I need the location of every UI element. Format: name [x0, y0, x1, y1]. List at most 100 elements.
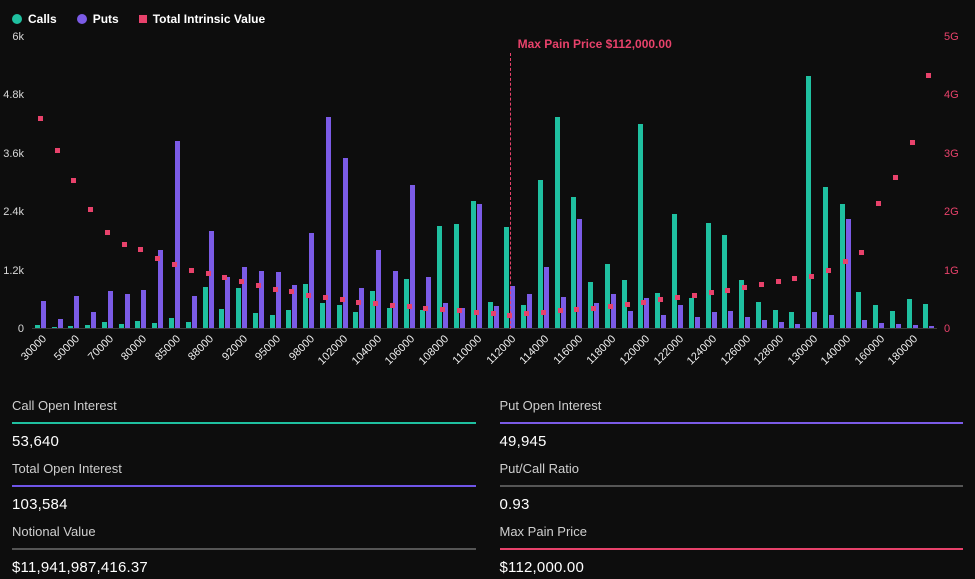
bar-group-140000[interactable]: [837, 37, 854, 328]
legend-item-puts[interactable]: Puts: [76, 12, 119, 26]
calls-bar: [118, 324, 124, 328]
intrinsic-value-dot: [909, 139, 915, 145]
bar-group-95000[interactable]: [267, 37, 284, 328]
bar-group-126000[interactable]: [736, 37, 753, 328]
bar-group-88000[interactable]: [200, 37, 217, 328]
bar-group-110000[interactable]: [468, 37, 485, 328]
calls-bar: [34, 325, 40, 328]
puts-legend-marker-icon: [76, 14, 87, 24]
bar-group-121000[interactable]: [652, 37, 669, 328]
bar-group-90000[interactable]: [216, 37, 233, 328]
calls-bar: [789, 312, 795, 328]
bar-group-129000[interactable]: [786, 37, 803, 328]
calls-bar: [604, 263, 610, 328]
bar-group-100000[interactable]: [317, 37, 334, 328]
puts-bar: [325, 117, 331, 328]
bar-group-107000[interactable]: [418, 37, 435, 328]
bar-group-135000[interactable]: [820, 37, 837, 328]
puts-bar: [929, 326, 935, 328]
puts-bar: [191, 296, 197, 328]
intrinsic-value-dot: [155, 256, 161, 262]
legend-item-intrinsic[interactable]: Total Intrinsic Value: [138, 12, 265, 26]
legend-item-calls[interactable]: Calls: [12, 12, 57, 26]
intrinsic-value-dot: [172, 261, 177, 267]
x-axis-label: 112000: [484, 333, 519, 367]
intrinsic-value-dot: [775, 279, 781, 285]
stat-call-open-interest: Call Open Interest 53,640: [12, 387, 476, 450]
puts-bar: [359, 288, 365, 328]
bar-group-124000[interactable]: [703, 37, 720, 328]
bar-group-114000[interactable]: [535, 37, 552, 328]
plot-area: [32, 37, 937, 329]
y-axis-left-tick: 2.4k: [3, 206, 24, 219]
bar-group-106000[interactable]: [401, 37, 418, 328]
intrinsic-value-dot: [825, 267, 831, 273]
stat-value: 49,945: [499, 433, 547, 450]
bar-group-117000[interactable]: [585, 37, 602, 328]
bar-group-130000[interactable]: [803, 37, 820, 328]
bar-group-111000[interactable]: [485, 37, 502, 328]
bar-group-123000[interactable]: [686, 37, 703, 328]
bar-group-82000[interactable]: [149, 37, 166, 328]
x-axis-label: 70000: [85, 333, 116, 364]
stat-put-call-ratio: Put/Call Ratio 0.93: [499, 450, 963, 513]
intrinsic-value-dot: [356, 299, 362, 305]
bar-group-103000[interactable]: [351, 37, 368, 328]
bar-group-180000[interactable]: [904, 37, 921, 328]
bar-group-96000[interactable]: [283, 37, 300, 328]
bar-group-160000[interactable]: [870, 37, 887, 328]
puts-bar: [443, 302, 449, 328]
y-axis-right: 5G 4G 3G 2G 1G 0: [939, 31, 975, 335]
puts-bar: [309, 233, 315, 328]
bar-group-128000[interactable]: [770, 37, 787, 328]
calls-bar: [403, 278, 409, 328]
calls-bar: [571, 197, 577, 328]
bar-group-70000[interactable]: [99, 37, 116, 328]
bar-group-115000[interactable]: [552, 37, 569, 328]
bar-group-109000[interactable]: [451, 37, 468, 328]
x-axis-label: 102000: [316, 333, 351, 368]
puts-bar: [376, 250, 382, 328]
bar-group-170000[interactable]: [887, 37, 904, 328]
bar-group-80000[interactable]: [133, 37, 150, 328]
puts-bar: [828, 315, 834, 328]
bar-group-122000[interactable]: [669, 37, 686, 328]
puts-bar: [761, 320, 767, 328]
bar-group-116000[interactable]: [569, 37, 586, 328]
x-axis-label: 92000: [219, 333, 250, 364]
intrinsic-value-dot: [624, 302, 630, 308]
bar-group-75000[interactable]: [116, 37, 133, 328]
bar-group-30000[interactable]: [32, 37, 49, 328]
calls-bar: [303, 284, 309, 328]
bar-group-40000[interactable]: [49, 37, 66, 328]
bar-group-200000[interactable]: [921, 37, 938, 328]
bar-group-104000[interactable]: [367, 37, 384, 328]
bar-group-92000[interactable]: [233, 37, 250, 328]
stat-total-open-interest: Total Open Interest 103,584: [12, 450, 476, 513]
bar-group-150000[interactable]: [854, 37, 871, 328]
bar-group-119000[interactable]: [619, 37, 636, 328]
bar-group-102000[interactable]: [334, 37, 351, 328]
calls-bar: [470, 200, 476, 328]
bar-group-94000[interactable]: [250, 37, 267, 328]
calls-bar: [236, 288, 242, 328]
intrinsic-value-dot: [859, 250, 865, 256]
bar-group-60000[interactable]: [82, 37, 99, 328]
bar-group-120000[interactable]: [636, 37, 653, 328]
bar-group-50000[interactable]: [66, 37, 83, 328]
y-axis-left-tick: 4.8k: [3, 89, 24, 102]
intrinsic-value-dot: [121, 241, 127, 247]
bar-group-86000[interactable]: [183, 37, 200, 328]
calls-bar: [85, 325, 91, 328]
calls-bar: [219, 308, 225, 328]
bar-group-125000[interactable]: [719, 37, 736, 328]
bar-group-108000[interactable]: [434, 37, 451, 328]
y-axis-right-tick: 0: [944, 323, 951, 335]
intrinsic-value-dot: [490, 311, 496, 317]
bar-group-127000[interactable]: [753, 37, 770, 328]
bar-group-118000[interactable]: [602, 37, 619, 328]
bar-group-113000[interactable]: [518, 37, 535, 328]
bar-group-105000[interactable]: [384, 37, 401, 328]
bar-group-98000[interactable]: [300, 37, 317, 328]
bar-group-85000[interactable]: [166, 37, 183, 328]
